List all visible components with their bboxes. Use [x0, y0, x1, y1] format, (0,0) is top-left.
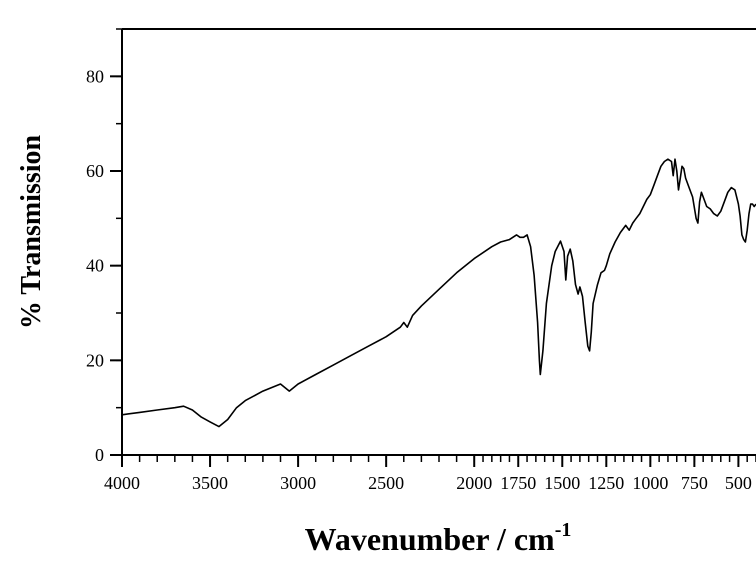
spectrum-line	[121, 158, 756, 428]
x-tick-label: 2000	[456, 473, 492, 493]
tick-labels: 4000 3500 3000 2500 2000 1750 1500 1250 1000 750 5…	[86, 66, 752, 493]
x-tick-label: 1250	[588, 473, 624, 493]
series	[121, 158, 756, 428]
y-tick-label: 20	[86, 350, 104, 370]
x-tick-label: 4000	[104, 473, 140, 493]
y-tick-label: 0	[95, 445, 104, 465]
x-axis-title: Wavenumber / cm-1	[305, 519, 572, 557]
ticks	[110, 28, 756, 467]
x-axis-title-text: Wavenumber / cm	[305, 521, 555, 557]
axes	[121, 28, 756, 456]
y-tick-label: 40	[86, 256, 104, 276]
x-tick-label: 2500	[368, 473, 404, 493]
x-tick-label: 500	[725, 473, 752, 493]
x-tick-label: 1000	[632, 473, 668, 493]
x-tick-label: 750	[681, 473, 708, 493]
y-tick-label: 80	[86, 66, 104, 86]
y-tick-label: 60	[86, 161, 104, 181]
x-tick-label: 3500	[192, 473, 228, 493]
x-tick-label: 1500	[544, 473, 580, 493]
y-axis-title: % Transmission	[16, 134, 47, 329]
x-tick-label: 1750	[500, 473, 536, 493]
x-tick-label: 3000	[280, 473, 316, 493]
x-axis-title-superscript: -1	[555, 519, 572, 541]
